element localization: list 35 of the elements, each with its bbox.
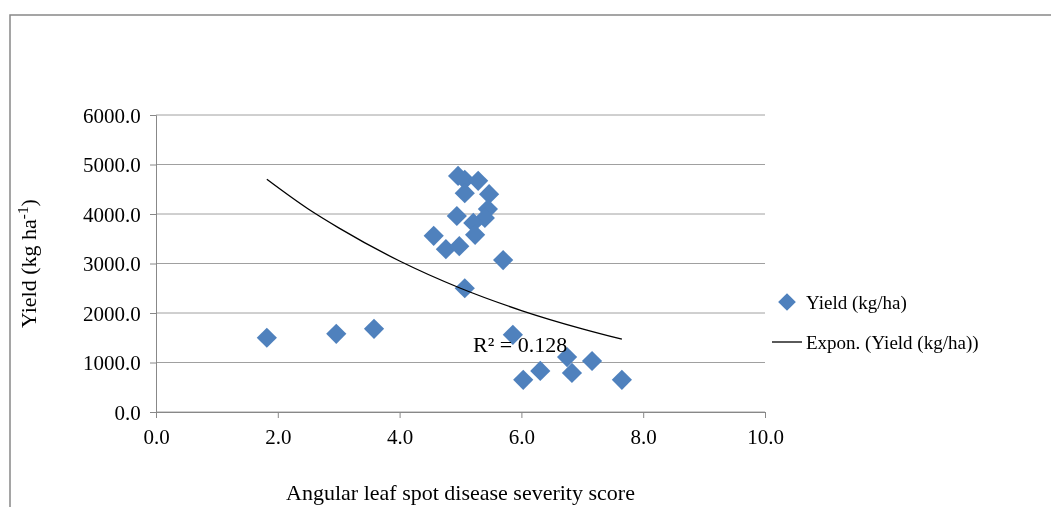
point [454, 278, 475, 299]
legend-label: Expon. (Yield (kg/ha)) [806, 331, 979, 354]
legend-label: Yield (kg/ha) [806, 291, 907, 314]
point [449, 236, 470, 257]
point [513, 369, 534, 390]
point [530, 360, 551, 382]
annotation: R² = 0.128 [473, 332, 568, 357]
x-tick-label: 6.0 [508, 425, 536, 450]
y-tick-label: 1000.0 [82, 351, 141, 376]
point [581, 350, 603, 372]
y-tick-label: 0.0 [114, 400, 141, 425]
y-tick-label: 5000.0 [82, 153, 141, 178]
point [423, 225, 444, 246]
x-tick-label: 8.0 [630, 425, 657, 450]
x-tick-label: 0.0 [143, 425, 170, 450]
x-tick-label: 2.0 [265, 425, 292, 450]
y-tick-label: 3000.0 [82, 252, 141, 277]
point [326, 323, 347, 344]
x-tick-label: 10.0 [747, 425, 784, 450]
point [256, 327, 277, 348]
point [479, 184, 500, 205]
point [446, 205, 467, 227]
x-axis-title: Angular leaf spot disease severity score [286, 480, 635, 505]
x-tick-label: 4.0 [386, 425, 414, 450]
point [454, 183, 475, 204]
point [611, 369, 632, 390]
point [468, 170, 489, 191]
point [493, 249, 514, 271]
y-tick-label: 2000.0 [82, 301, 141, 326]
line-series [266, 178, 623, 340]
y-tick-label: 6000.0 [82, 103, 141, 128]
point [561, 362, 583, 383]
point [435, 239, 456, 260]
y-tick-label: 4000.0 [82, 202, 141, 227]
point [363, 318, 385, 339]
